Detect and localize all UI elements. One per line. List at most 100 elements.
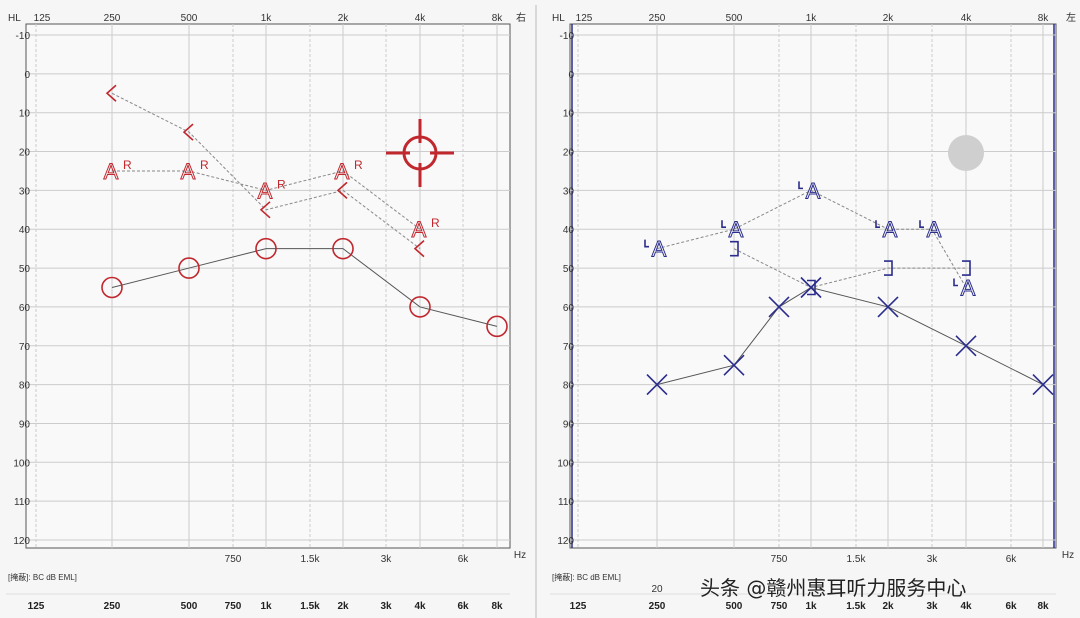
circle-marker	[486, 315, 508, 338]
bottom-tick-label: 1k	[260, 601, 272, 612]
data-point-bc-masked-A: A	[721, 217, 744, 243]
masked-bc-glyph: A	[927, 217, 942, 242]
circle-marker	[255, 237, 277, 260]
y-tick-label: 70	[19, 342, 31, 353]
extra-label: 20	[651, 584, 663, 595]
y-tick-label: 40	[19, 225, 31, 236]
mid-tick-label: 3k	[927, 554, 939, 565]
masked-bc-glyph: A	[806, 178, 821, 203]
mid-tick-label: 750	[771, 554, 788, 565]
top-tick-label: 8k	[492, 13, 504, 24]
masked-bc-superscript: R	[200, 158, 209, 172]
masked-bc-superscript: R	[123, 158, 132, 172]
crosshair-icon	[386, 119, 454, 187]
y-tick-label: 60	[19, 303, 31, 314]
right-series-bc-left-bracket	[105, 84, 425, 258]
top-tick-label: 8k	[1038, 13, 1050, 24]
cross-marker	[768, 296, 790, 318]
y-tick-label: 0	[568, 70, 574, 81]
bottom-tick-label: 1.5k	[300, 601, 320, 612]
y-tick-label: 20	[19, 148, 31, 159]
bracket-marker	[807, 279, 816, 296]
masked-bc-superscript: R	[277, 177, 286, 191]
data-point-circle	[255, 237, 277, 260]
circle-marker	[101, 276, 123, 299]
gray-dot-icon	[948, 135, 984, 171]
masked-bc-corner	[919, 220, 924, 229]
data-point-bc-masked-A: A	[798, 178, 821, 204]
series-line	[656, 189, 967, 288]
y-tick-label: 30	[19, 186, 31, 197]
ear-label: 左	[1066, 11, 1076, 24]
data-point-cross	[1032, 374, 1054, 396]
circle-marker	[178, 257, 200, 279]
y-tick-label: 60	[563, 303, 575, 314]
hz-label: Hz	[514, 550, 526, 561]
mid-tick-label: 3k	[381, 554, 393, 565]
bottom-tick-label: 2k	[337, 601, 349, 612]
y-tick-label: 70	[563, 342, 575, 353]
y-tick-label: 120	[557, 536, 574, 547]
cross-marker	[723, 354, 745, 376]
top-tick-label: 2k	[883, 13, 895, 24]
y-tick-label: 40	[563, 225, 575, 236]
data-point-circle	[486, 315, 508, 338]
less-than-marker	[259, 201, 271, 219]
bracket-marker	[962, 260, 971, 276]
masked-bc-glyph: A	[335, 159, 350, 184]
bottom-tick-label: 750	[225, 601, 242, 612]
data-point-bc-masked-A: A	[953, 275, 976, 301]
masking-note: [掩蔽]: BC dB EML]	[552, 572, 621, 582]
bottom-tick-label: 4k	[414, 601, 426, 612]
top-tick-label: 4k	[961, 13, 973, 24]
bracket-marker	[730, 240, 739, 257]
hz-label: Hz	[1062, 550, 1074, 561]
y-tick-label: 30	[563, 186, 575, 197]
data-point-bc-left-bracket	[259, 201, 271, 219]
bottom-tick-label: 8k	[1037, 601, 1049, 612]
data-point-cross	[723, 354, 745, 376]
y-tick-label: 90	[19, 419, 31, 430]
bottom-tick-label: 125	[28, 601, 45, 612]
y-tick-label: 10	[563, 109, 575, 120]
mid-tick-label: 6k	[458, 554, 470, 565]
top-tick-label: 1k	[806, 13, 818, 24]
bottom-tick-label: 1k	[805, 601, 817, 612]
masked-bc-glyph: A	[883, 217, 898, 242]
data-point-bc-right-bracket	[884, 260, 893, 276]
watermark-text: 头条 @赣州惠耳听力服务中心	[700, 576, 967, 600]
top-tick-label: 4k	[415, 13, 427, 24]
cross-marker	[646, 374, 668, 396]
y-tick-label: 100	[557, 458, 574, 469]
top-tick-label: 125	[576, 13, 593, 24]
right-series-circle	[101, 237, 508, 338]
y-tick-label: 110	[558, 497, 574, 508]
bracket-marker	[884, 260, 893, 276]
top-tick-label: 250	[649, 13, 666, 24]
top-tick-label: 2k	[338, 13, 350, 24]
masked-bc-corner	[875, 220, 880, 229]
top-tick-label: 1k	[261, 13, 273, 24]
data-point-bc-left-bracket	[336, 181, 348, 199]
cross-marker	[1032, 374, 1054, 396]
y-tick-label: 120	[13, 536, 30, 547]
right-series-bc-masked-R: A R A RA RA RA R	[103, 158, 440, 243]
masked-bc-glyph: A	[729, 217, 744, 242]
data-point-bc-left-bracket	[105, 84, 117, 102]
bottom-tick-label: 3k	[380, 601, 392, 612]
crosshair-lines	[386, 119, 454, 187]
series-line	[111, 248, 498, 327]
mid-tick-label: 750	[225, 554, 242, 565]
bottom-tick-label: 6k	[1005, 601, 1017, 612]
bottom-tick-label: 500	[726, 601, 743, 612]
masked-bc-corner	[798, 181, 803, 190]
hl-label: HL	[552, 13, 565, 24]
top-tick-label: 125	[34, 13, 51, 24]
masked-bc-glyph: A	[104, 159, 119, 184]
data-point-bc-masked-A: A	[919, 217, 942, 243]
series-line	[111, 92, 421, 250]
